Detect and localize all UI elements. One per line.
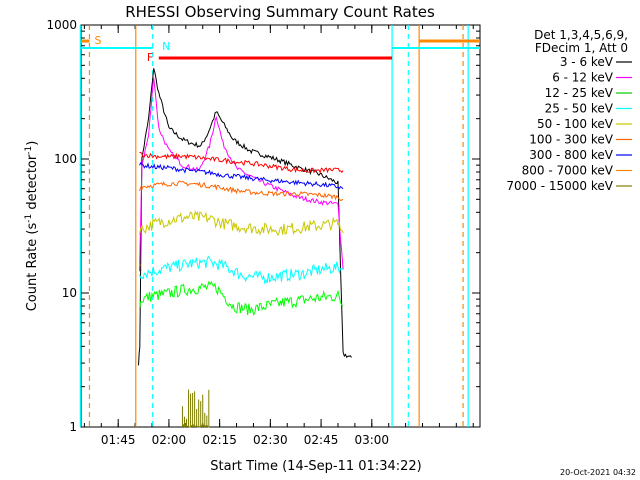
x-tick-label: 01:45 — [101, 433, 136, 447]
overlay-lines — [79, 25, 480, 427]
series-line — [139, 255, 344, 285]
series-line — [139, 77, 344, 272]
series-line — [139, 264, 141, 267]
x-axis: 01:45 02:00 02:15 02:30 02:45 03:00 — [83, 25, 474, 447]
y-tick-label: 100 — [54, 152, 77, 166]
y-tick-label: 10 — [62, 286, 77, 300]
flag-label-n: N — [162, 40, 170, 53]
legend-label: 50 - 100 keV — [537, 117, 614, 131]
legend-label: 7000 - 15000 keV — [506, 179, 613, 193]
legend-label: 6 - 12 keV — [552, 71, 614, 85]
x-tick-label: 02:15 — [202, 433, 237, 447]
x-tick-label: 02:00 — [152, 433, 187, 447]
legend-header: FDecim 1, Att 0 — [535, 41, 628, 55]
legend-label: 25 - 50 keV — [545, 102, 614, 116]
y-axis-title: Count Rate (s-1 detector-1) — [24, 141, 40, 312]
y-tick-label: 1000 — [46, 18, 77, 32]
plot-border — [80, 24, 481, 428]
plot-frame — [80, 24, 481, 428]
series-line — [139, 280, 344, 316]
flag-layer: S NF — [95, 34, 171, 64]
footer-date: 20-Oct-2021 04:32 — [560, 468, 636, 477]
chart-title: RHESSI Observing Summary Count Rates — [125, 3, 435, 21]
x-axis-title: Start Time (14-Sep-11 01:34:22) — [210, 459, 421, 474]
flag-label-f: F — [147, 51, 153, 64]
flag-label-s: S — [95, 34, 102, 47]
legend-label: 12 - 25 keV — [545, 86, 614, 100]
legend-label: 100 - 300 keV — [529, 133, 613, 147]
legend-label: 800 - 7000 keV — [522, 164, 614, 178]
legend: Det 1,3,4,5,6,9,FDecim 1, Att 03 - 6 keV… — [506, 28, 632, 193]
series-line — [138, 68, 352, 366]
x-tick-label: 02:30 — [253, 433, 288, 447]
series-line — [139, 161, 344, 190]
series-line — [139, 180, 344, 201]
series-layer — [138, 68, 352, 428]
series-line — [139, 151, 344, 174]
legend-header: Det 1,3,4,5,6,9, — [534, 28, 628, 42]
y-tick-label: 1 — [69, 420, 77, 434]
series-line — [139, 209, 344, 237]
y-axis: 1 10 100 1000 — [46, 18, 480, 434]
x-tick-label: 02:45 — [304, 433, 339, 447]
x-tick-label: 03:00 — [354, 433, 389, 447]
legend-label: 300 - 800 keV — [529, 148, 613, 162]
legend-label: 3 - 6 keV — [560, 55, 614, 69]
